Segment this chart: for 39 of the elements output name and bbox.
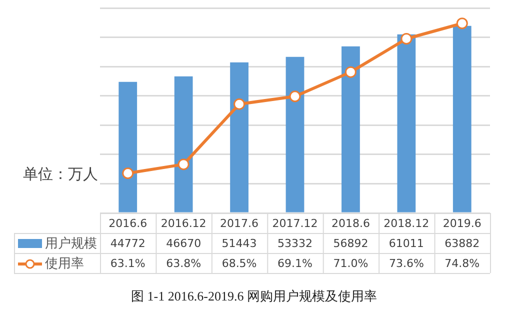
data-label: 73.6% <box>388 256 424 270</box>
point <box>344 66 356 78</box>
x-tick-label: 2018.6 <box>331 216 370 230</box>
bar <box>397 34 416 212</box>
point <box>289 90 301 102</box>
legend-label: 用户规模 <box>45 236 97 252</box>
data-label: 74.8% <box>444 256 480 270</box>
bar <box>230 62 248 212</box>
data-label: 68.5% <box>222 256 257 270</box>
data-label: 46670 <box>166 236 202 250</box>
data-label: 56892 <box>333 236 368 250</box>
data-label: 71.0% <box>333 256 368 270</box>
x-tick-label: 2019.6 <box>442 216 482 230</box>
x-tick-label: 2017.6 <box>220 216 259 230</box>
x-tick-label: 2018.12 <box>384 216 430 230</box>
data-label: 63882 <box>444 236 480 250</box>
x-tick-label: 2017.12 <box>272 216 318 230</box>
data-label: 53332 <box>278 236 312 250</box>
text: 图 1-1 2016.6-2019.6 网购用户规模及使用率 <box>131 288 377 304</box>
x-tick-label: 2016.6 <box>108 216 148 230</box>
text: 单位：万人 <box>23 166 98 183</box>
legend-label: 使用率 <box>45 255 84 272</box>
data-label: 69.1% <box>278 256 312 270</box>
data-label: 63.1% <box>110 256 146 270</box>
bar <box>286 56 304 212</box>
data-label: 44772 <box>110 236 146 250</box>
data-label: 51443 <box>222 236 257 250</box>
point <box>400 33 412 44</box>
bar <box>174 76 193 212</box>
bar <box>342 46 360 212</box>
point <box>178 158 190 170</box>
point <box>456 18 468 30</box>
data-label: 61011 <box>388 236 424 250</box>
bar <box>452 26 472 212</box>
data-label: 63.8% <box>166 256 202 270</box>
bar <box>118 82 138 212</box>
point <box>234 98 246 110</box>
point <box>122 168 134 180</box>
x-tick-label: 2016.12 <box>160 216 206 230</box>
